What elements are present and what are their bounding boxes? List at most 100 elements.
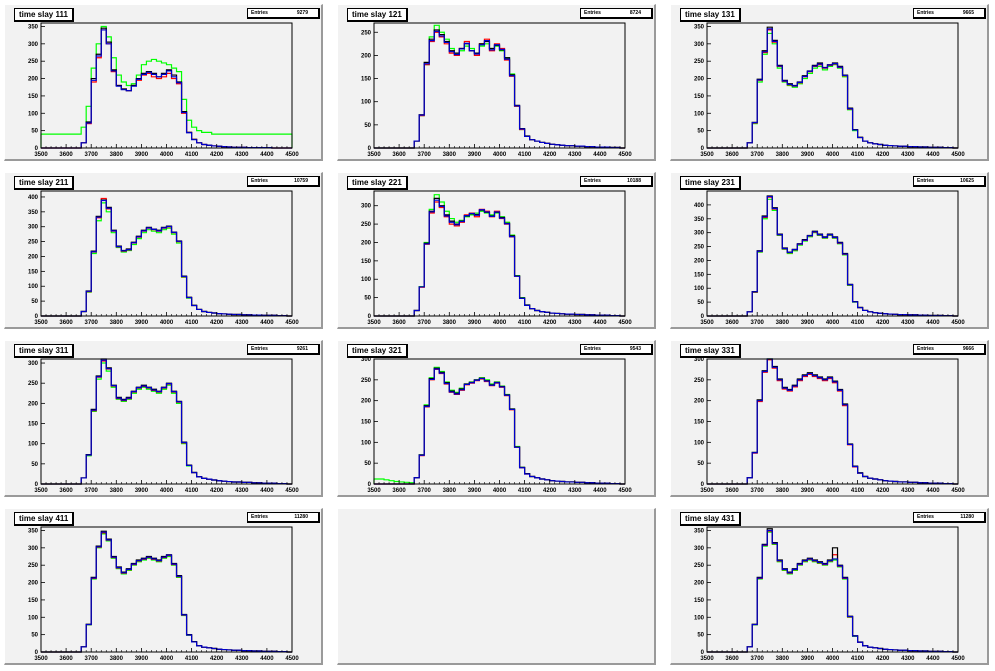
y-tick-label: 0 <box>35 482 39 488</box>
x-tick-label: 4500 <box>951 152 965 158</box>
y-tick-label: 350 <box>694 217 705 223</box>
y-tick-label: 300 <box>694 42 705 48</box>
x-tick-label: 3900 <box>468 320 482 326</box>
y-tick-label: 150 <box>361 259 372 265</box>
x-tick-label: 4100 <box>518 152 532 158</box>
x-tick-label: 4500 <box>285 488 299 494</box>
histogram-plot: 3500 3600 3700 3800 3900 4000 4100 4200 4300 4400… <box>28 526 299 662</box>
x-tick-label: 3500 <box>34 320 48 326</box>
x-tick-label: 4200 <box>876 320 890 326</box>
y-tick-label: 50 <box>364 461 371 467</box>
x-tick-label: 4000 <box>160 656 174 662</box>
y-tick-label: 250 <box>28 240 39 246</box>
x-tick-label: 4300 <box>901 152 915 158</box>
stats-entries-value: 10625 <box>960 178 974 184</box>
y-tick-label: 50 <box>697 633 704 639</box>
y-tick-label: 100 <box>28 615 39 621</box>
y-tick-label: 300 <box>361 357 372 363</box>
plot-area <box>374 359 625 484</box>
x-tick-label: 4200 <box>210 656 224 662</box>
x-tick-label: 4500 <box>951 656 965 662</box>
x-tick-label: 4400 <box>593 152 607 158</box>
x-tick-label: 3600 <box>725 656 739 662</box>
x-tick-label: 3900 <box>801 488 815 494</box>
y-tick-label: 150 <box>28 269 39 275</box>
y-tick-label: 50 <box>31 462 38 468</box>
x-tick-label: 4200 <box>543 320 557 326</box>
x-tick-label: 4400 <box>593 320 607 326</box>
stats-box: Entries 9279 <box>247 8 320 19</box>
stats-entries-label: Entries <box>251 10 268 16</box>
x-tick-label: 4200 <box>543 152 557 158</box>
histogram-pad: 3500 3600 3700 3800 3900 4000 4100 4200 4300 4400… <box>337 340 656 497</box>
x-tick-label: 3600 <box>59 488 73 494</box>
x-tick-label: 3900 <box>468 488 482 494</box>
histogram-title: time slay 131 <box>680 8 741 22</box>
x-tick-label: 4500 <box>618 488 632 494</box>
x-tick-label: 3500 <box>367 320 381 326</box>
y-tick-label: 250 <box>28 381 39 387</box>
y-tick-label: 150 <box>361 420 372 426</box>
x-tick-label: 4000 <box>826 152 840 158</box>
x-tick-label: 3800 <box>110 488 124 494</box>
x-tick-label: 3500 <box>700 656 714 662</box>
x-tick-label: 4300 <box>568 320 582 326</box>
y-tick-label: 300 <box>28 361 39 367</box>
x-tick-label: 4500 <box>951 320 965 326</box>
plot-area <box>41 527 292 652</box>
y-tick-label: 300 <box>694 231 705 237</box>
x-tick-label: 4000 <box>160 152 174 158</box>
histogram-plot: 3500 3600 3700 3800 3900 4000 4100 4200 4300 4400… <box>361 357 632 494</box>
x-tick-label: 4200 <box>876 656 890 662</box>
x-tick-label: 3600 <box>59 152 73 158</box>
y-tick-label: 150 <box>28 94 39 100</box>
y-tick-label: 100 <box>28 111 39 117</box>
x-tick-label: 4500 <box>951 488 965 494</box>
x-tick-label: 3500 <box>34 488 48 494</box>
stats-entries-value: 11280 <box>960 514 974 520</box>
x-tick-label: 3700 <box>85 152 99 158</box>
y-tick-label: 100 <box>694 615 705 621</box>
stats-entries-label: Entries <box>917 178 934 184</box>
y-tick-label: 50 <box>697 461 704 467</box>
x-tick-label: 4400 <box>260 152 274 158</box>
x-tick-label: 3600 <box>392 320 406 326</box>
x-tick-label: 4100 <box>185 152 199 158</box>
histogram-plot: 3500 3600 3700 3800 3900 4000 4100 4200 4300 4400… <box>694 22 965 158</box>
histogram-plot: 3500 3600 3700 3800 3900 4000 4100 4200 4300 4400… <box>28 22 299 158</box>
y-tick-label: 300 <box>361 204 372 210</box>
y-tick-label: 0 <box>368 482 372 488</box>
x-tick-label: 4100 <box>851 656 865 662</box>
y-tick-label: 200 <box>361 53 372 59</box>
x-tick-label: 4200 <box>210 152 224 158</box>
x-tick-label: 3700 <box>85 488 99 494</box>
x-tick-label: 4300 <box>568 488 582 494</box>
x-tick-label: 4400 <box>260 488 274 494</box>
histogram-title: time slay 111 <box>14 8 74 22</box>
x-tick-label: 4100 <box>851 320 865 326</box>
stats-entries-label: Entries <box>917 10 934 16</box>
y-tick-label: 0 <box>701 650 705 656</box>
histogram-pad: 3500 3600 3700 3800 3900 4000 4100 4200 4300 4400… <box>337 172 656 329</box>
plot-area <box>707 23 958 148</box>
x-tick-label: 3800 <box>776 656 790 662</box>
x-tick-label: 3800 <box>776 488 790 494</box>
histogram-title: time slay 211 <box>14 176 75 190</box>
y-tick-label: 250 <box>694 563 705 569</box>
stats-entries-value: 9665 <box>962 10 974 16</box>
histogram-pad <box>337 508 656 665</box>
x-tick-label: 4500 <box>285 152 299 158</box>
y-tick-label: 200 <box>694 77 705 83</box>
y-tick-label: 0 <box>35 650 39 656</box>
stats-entries-value: 9261 <box>296 346 308 352</box>
stats-box: Entries 11280 <box>247 512 320 523</box>
stats-box: Entries 9543 <box>580 344 653 355</box>
y-tick-label: 250 <box>694 245 705 251</box>
y-tick-label: 250 <box>694 59 705 65</box>
histogram-pad: 3500 3600 3700 3800 3900 4000 4100 4200 4300 4400… <box>670 172 989 329</box>
x-tick-label: 4100 <box>185 656 199 662</box>
x-tick-label: 3500 <box>700 152 714 158</box>
stats-box: Entries 8724 <box>580 8 653 19</box>
y-tick-label: 250 <box>28 563 39 569</box>
